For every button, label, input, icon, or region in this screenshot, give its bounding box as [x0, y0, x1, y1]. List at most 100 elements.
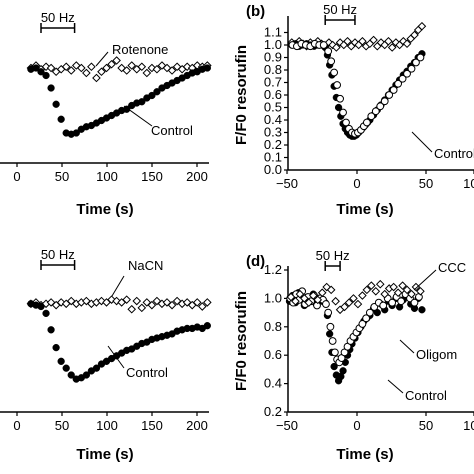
data-point-diamond — [71, 61, 81, 70]
series-annotation: Control — [434, 146, 474, 161]
data-point-diamond — [172, 296, 182, 306]
stimulus-label: 50 Hz — [316, 248, 350, 263]
data-point-diamond — [142, 298, 152, 307]
data-point-diamond — [46, 63, 56, 73]
x-tick-label: 0 — [353, 176, 360, 191]
data-point-diamond — [387, 43, 397, 52]
y-tick-label: 0.8 — [264, 62, 282, 77]
data-point-diamond — [340, 302, 349, 312]
data-point-filled-circle — [37, 68, 45, 76]
data-point-filled-circle — [37, 302, 45, 311]
data-point-filled-circle — [57, 357, 65, 365]
x-tick-label: 50 — [419, 176, 433, 191]
data-point-diamond — [152, 64, 162, 74]
data-point-open-circle — [365, 308, 374, 317]
data-point-diamond — [295, 289, 305, 299]
stimulus-label: 50 Hz — [323, 2, 357, 17]
y-tick-label: 1.0 — [264, 37, 282, 52]
data-point-filled-circle — [47, 84, 55, 92]
data-point-diamond — [82, 296, 91, 306]
annotation-leader-line — [111, 275, 125, 297]
x-tick-label: 0 — [13, 418, 20, 433]
data-point-filled-circle — [339, 367, 347, 375]
data-point-filled-circle — [148, 91, 156, 100]
data-point-diamond — [203, 298, 212, 307]
x-tick-label: 50 — [55, 169, 69, 184]
data-point-open-circle — [336, 94, 344, 103]
data-point-diamond — [92, 73, 101, 83]
x-tick-label: 100 — [463, 418, 474, 433]
y-tick-label: 0.0 — [264, 162, 282, 177]
data-point-open-circle — [412, 58, 420, 67]
data-point-diamond — [127, 61, 137, 70]
data-point-diamond — [127, 304, 137, 314]
y-tick-label: 0.7 — [264, 75, 282, 90]
data-point-open-circle — [410, 298, 419, 307]
data-point-diamond — [132, 296, 142, 306]
data-point-diamond — [362, 285, 372, 295]
series-annotation: Control — [151, 123, 193, 138]
data-point-filled-circle — [42, 71, 50, 80]
data-point-diamond — [112, 56, 121, 65]
data-point-diamond — [300, 294, 309, 303]
data-point-filled-circle — [32, 64, 40, 72]
data-point-diamond — [142, 68, 152, 78]
x-tick-label: 200 — [186, 169, 208, 184]
data-point-diamond — [112, 296, 121, 306]
data-point-diamond — [308, 291, 318, 300]
data-point-diamond — [398, 281, 407, 290]
data-point-diamond — [61, 62, 71, 72]
data-point-diamond — [344, 298, 354, 307]
data-point-open-circle — [362, 118, 371, 127]
data-point-diamond — [384, 36, 393, 46]
y-tick-label: 0.4 — [264, 112, 282, 127]
data-point-open-circle — [394, 79, 403, 88]
data-point-open-circle — [385, 91, 394, 99]
data-point-diamond — [291, 296, 300, 306]
data-point-diamond — [389, 282, 398, 292]
data-point-open-circle — [324, 47, 333, 56]
data-point-open-circle — [376, 102, 385, 111]
x-tick-label: −50 — [276, 418, 298, 433]
data-point-diamond — [349, 294, 358, 303]
y-axis-title: F/F0 resorufin — [233, 45, 250, 145]
data-point-filled-circle — [52, 100, 60, 108]
data-point-open-circle — [328, 337, 337, 345]
x-axis-title: Time (s) — [76, 201, 133, 218]
data-point-diamond — [46, 298, 56, 307]
y-tick-label: 0.2 — [264, 137, 282, 152]
data-point-open-circle — [339, 108, 347, 117]
data-point-diamond — [152, 296, 162, 306]
data-point-diamond — [313, 295, 323, 305]
data-point-diamond — [358, 36, 367, 46]
y-tick-label: 0.6 — [264, 87, 282, 102]
data-point-open-circle — [326, 322, 335, 331]
data-point-open-circle — [322, 300, 330, 308]
annotation-leader-line — [107, 345, 125, 369]
data-point-diamond — [82, 68, 91, 78]
y-tick-label: 0.8 — [264, 319, 282, 334]
data-point-filled-circle — [326, 330, 334, 338]
x-tick-label: 50 — [419, 418, 433, 433]
data-point-open-circle — [397, 297, 405, 306]
x-tick-label: −50 — [276, 176, 298, 191]
x-tick-label: 150 — [141, 418, 163, 433]
x-axis-title: Time (s) — [336, 201, 393, 218]
x-tick-label: 100 — [96, 418, 118, 433]
data-point-diamond — [322, 282, 331, 292]
data-point-diamond — [117, 63, 126, 73]
data-point-diamond — [369, 35, 378, 45]
data-point-diamond — [402, 285, 412, 295]
data-point-diamond — [393, 288, 403, 298]
data-point-open-circle — [367, 112, 376, 121]
data-point-open-circle — [358, 320, 367, 328]
data-point-open-circle — [342, 118, 350, 127]
data-point-filled-circle — [72, 129, 80, 137]
annotation-leader-line — [411, 131, 433, 153]
data-point-diamond — [56, 298, 66, 307]
data-point-diamond — [137, 62, 147, 72]
series-annotation: Rotenone — [112, 42, 168, 57]
data-point-diamond — [66, 296, 76, 306]
data-point-diamond — [87, 62, 96, 72]
data-point-filled-circle — [418, 306, 426, 314]
